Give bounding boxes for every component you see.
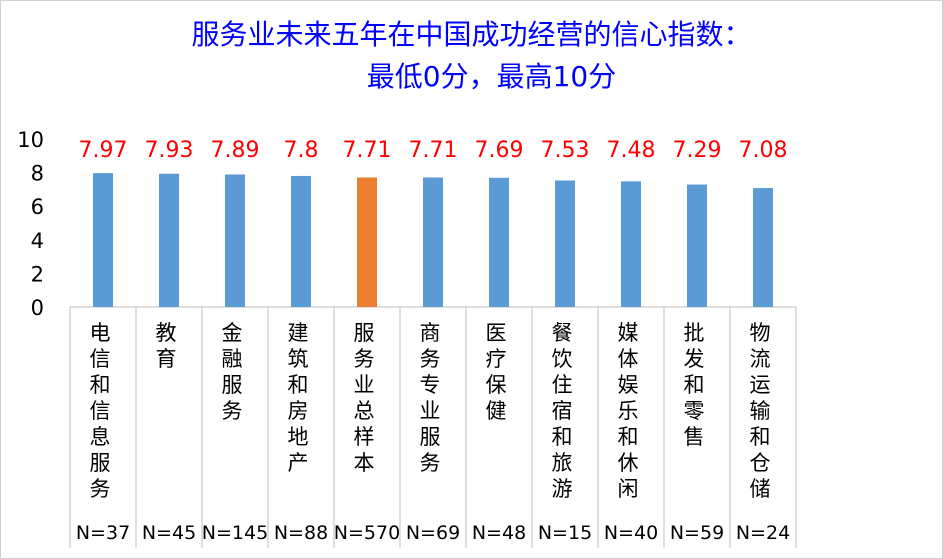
chart-title: 服务业未来五年在中国成功经营的信心指数： 最低0分，最高10分 — [0, 14, 943, 98]
data-label: 7.08 — [739, 138, 788, 163]
sample-size-label: N=59 — [670, 522, 724, 544]
bar — [423, 177, 443, 307]
y-tick-label: 2 — [31, 262, 44, 286]
bar — [93, 173, 113, 307]
y-tick-label: 4 — [31, 229, 44, 253]
bar — [159, 173, 179, 307]
category-label: 商务专业服务 — [420, 321, 441, 475]
data-label: 7.71 — [409, 138, 458, 163]
sample-size-label: N=15 — [538, 522, 592, 544]
y-tick-label: 10 — [17, 128, 44, 152]
bar — [357, 177, 377, 307]
category-label: 教育 — [156, 321, 177, 371]
category-label: 服务业总样本 — [354, 321, 375, 475]
sample-size-label: N=48 — [472, 522, 526, 544]
data-label: 7.97 — [79, 138, 128, 163]
y-tick-label: 8 — [31, 162, 44, 186]
chart-title-line2: 最低0分，最高10分 — [366, 60, 617, 93]
category-label: 建筑和房地产 — [288, 321, 309, 475]
data-label: 7.69 — [475, 138, 524, 163]
category-label: 批发和零售 — [684, 321, 705, 449]
category-label: 媒体娱乐和休闲 — [618, 321, 639, 501]
category-label: 餐饮住宿和旅游 — [552, 321, 573, 501]
bar — [555, 180, 575, 307]
bar — [291, 175, 311, 307]
sample-size-label: N=24 — [736, 522, 790, 544]
bar — [687, 184, 707, 307]
bar — [489, 177, 509, 307]
category-label: 金融服务 — [222, 321, 243, 423]
sample-size-label: N=45 — [142, 522, 196, 544]
chart-title-line1: 服务业未来五年在中国成功经营的信心指数： — [191, 18, 752, 51]
data-label: 7.71 — [343, 138, 392, 163]
sample-size-label: N=40 — [604, 522, 658, 544]
data-label: 7.29 — [673, 138, 722, 163]
category-label: 医疗保健 — [486, 321, 507, 423]
sample-size-label: N=69 — [406, 522, 460, 544]
sample-size-label: N=37 — [76, 522, 130, 544]
data-label: 7.53 — [541, 138, 590, 163]
bar — [225, 174, 245, 307]
sample-size-label: N=145 — [202, 522, 268, 544]
category-label: 电信和信息服务 — [90, 321, 111, 501]
bar — [621, 181, 641, 307]
data-label: 7.48 — [607, 138, 656, 163]
bar — [753, 188, 773, 307]
sample-size-label: N=88 — [274, 522, 328, 544]
sample-size-label: N=570 — [334, 522, 400, 544]
data-label: 7.89 — [211, 138, 260, 163]
data-label: 7.8 — [284, 138, 319, 163]
category-label: 物流运输和仓储 — [750, 321, 771, 501]
data-label: 7.93 — [145, 138, 194, 163]
y-tick-label: 6 — [31, 195, 44, 219]
y-tick-label: 0 — [31, 296, 44, 320]
